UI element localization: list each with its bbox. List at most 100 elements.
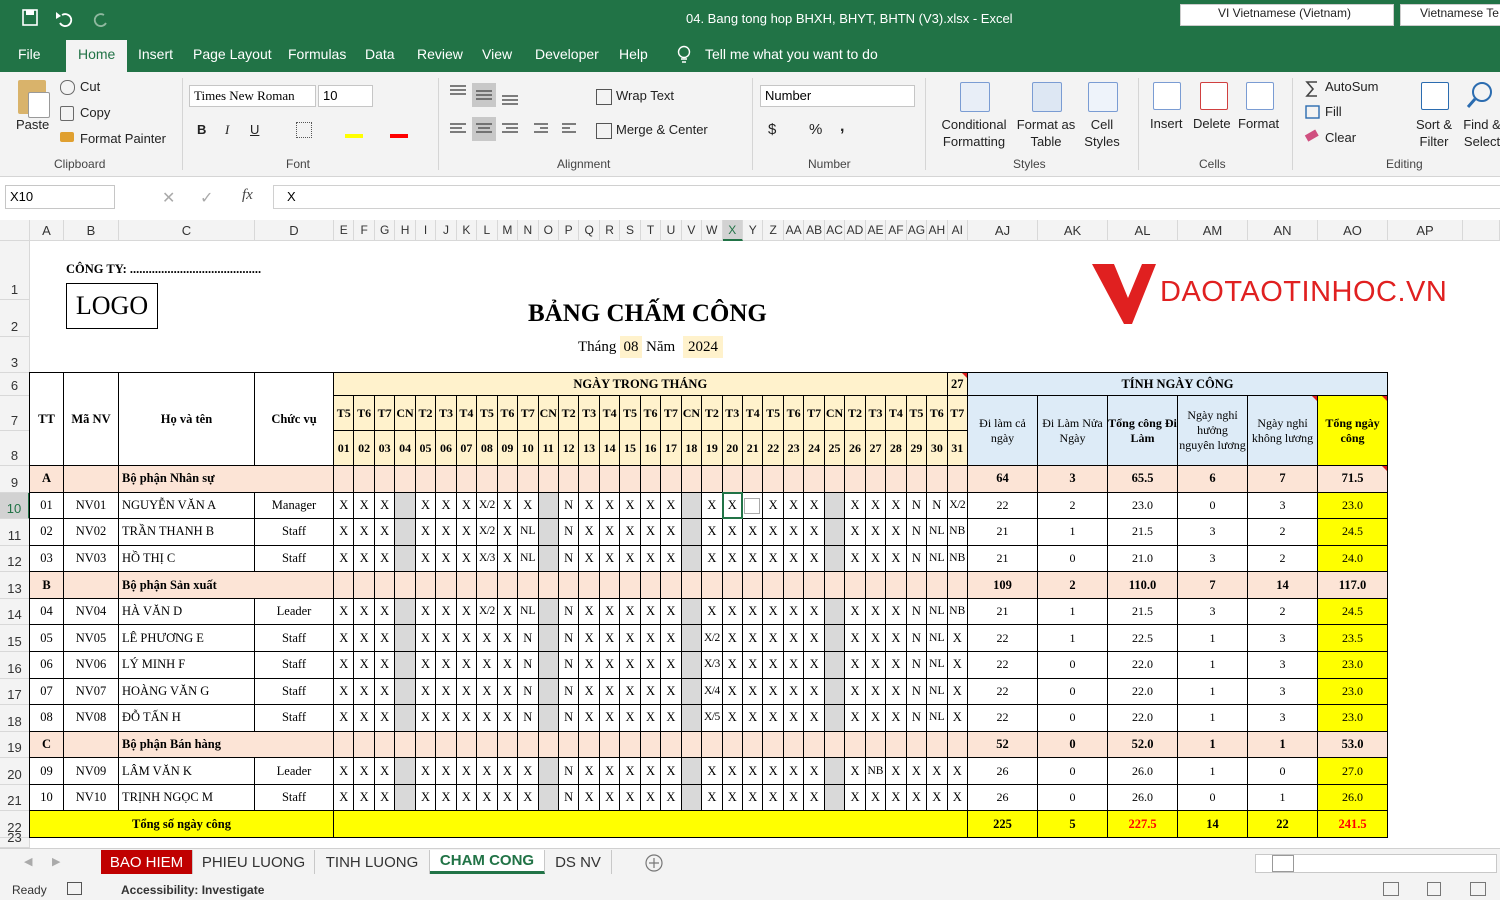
employee-tt[interactable]: 09 — [30, 758, 64, 785]
row-header[interactable]: 18 — [0, 705, 30, 732]
name-box[interactable]: X10 — [5, 185, 115, 209]
attendance[interactable]: X — [354, 784, 375, 812]
employee-total[interactable]: 22 — [968, 492, 1038, 520]
attendance[interactable]: X — [865, 545, 887, 573]
attendance[interactable] — [538, 758, 559, 785]
clear-button[interactable]: Clear — [1325, 130, 1357, 145]
cell[interactable] — [763, 466, 784, 493]
attendance[interactable]: X — [804, 625, 825, 652]
row-header[interactable]: 21 — [0, 784, 30, 812]
cell[interactable] — [374, 572, 396, 599]
attendance[interactable]: X — [354, 492, 375, 520]
cell[interactable] — [334, 731, 355, 759]
attendance[interactable]: X — [374, 545, 396, 573]
column-header[interactable]: AM — [1178, 220, 1248, 241]
cell[interactable] — [579, 731, 600, 759]
attendance[interactable]: X — [415, 705, 437, 732]
attendance[interactable]: X — [661, 758, 682, 785]
employee-total[interactable]: 26.0 — [1108, 784, 1178, 812]
day-number[interactable]: 06 — [436, 431, 457, 466]
attendance[interactable] — [681, 598, 703, 626]
employee-role[interactable]: Staff — [255, 678, 334, 706]
attendance[interactable]: NL — [927, 519, 948, 546]
employee-total[interactable]: 3 — [1248, 678, 1318, 706]
attendance[interactable]: X — [599, 625, 621, 652]
employee-role[interactable]: Leader — [255, 758, 334, 785]
attendance[interactable]: X — [640, 519, 662, 546]
employee-code[interactable]: NV07 — [64, 678, 119, 706]
attendance[interactable]: X — [579, 545, 600, 573]
row-header[interactable]: 9 — [0, 466, 30, 493]
section-name[interactable]: Bộ phận Bán hàng — [119, 731, 334, 759]
attendance[interactable]: N — [906, 519, 928, 546]
employee-total[interactable]: 23.0 — [1318, 678, 1388, 706]
column-header[interactable]: AK — [1038, 220, 1108, 241]
cell[interactable] — [640, 572, 662, 599]
day-number[interactable]: 04 — [395, 431, 416, 466]
attendance[interactable]: X — [354, 519, 375, 546]
day-number[interactable]: 07 — [456, 431, 478, 466]
column-header[interactable]: I — [415, 220, 437, 241]
cell[interactable] — [415, 572, 437, 599]
section-total[interactable]: 2 — [1038, 572, 1108, 599]
cell[interactable] — [865, 572, 887, 599]
attendance[interactable]: X — [947, 678, 968, 706]
employee-total[interactable]: 1 — [1038, 598, 1108, 626]
attendance[interactable]: X — [334, 758, 355, 785]
employee-total[interactable]: 0 — [1248, 758, 1318, 785]
column-header[interactable]: AE — [865, 220, 887, 241]
cell[interactable] — [558, 572, 580, 599]
normal-view-icon[interactable] — [1383, 882, 1399, 896]
attendance[interactable]: X — [845, 784, 866, 812]
day-number[interactable]: 15 — [620, 431, 641, 466]
employee-tt[interactable]: 04 — [30, 598, 64, 626]
attendance[interactable]: X — [415, 519, 437, 546]
employee-total[interactable]: 0 — [1038, 678, 1108, 706]
employee-role[interactable]: Staff — [255, 519, 334, 546]
accessibility-status[interactable]: Accessibility: Investigate — [121, 883, 265, 897]
employee-name[interactable]: HOÀNG VĂN G — [119, 678, 255, 706]
attendance[interactable]: X — [579, 784, 600, 812]
attendance[interactable]: X — [661, 784, 682, 812]
column-header[interactable]: H — [395, 220, 416, 241]
attendance[interactable]: X — [620, 678, 641, 706]
attendance[interactable]: X — [579, 678, 600, 706]
attendance[interactable]: X — [640, 652, 662, 679]
column-header[interactable]: AP — [1388, 220, 1463, 241]
attendance[interactable]: X/3 — [477, 545, 498, 573]
employee-code[interactable]: NV05 — [64, 625, 119, 652]
employee-total[interactable]: 22 — [968, 652, 1038, 679]
attendance[interactable]: N — [558, 492, 580, 520]
attendance[interactable]: X — [702, 519, 723, 546]
section-total[interactable]: 3 — [1038, 466, 1108, 493]
cell[interactable] — [374, 731, 396, 759]
column-header[interactable]: AO — [1318, 220, 1388, 241]
attendance[interactable]: X — [334, 705, 355, 732]
column-header[interactable]: R — [599, 220, 621, 241]
attendance[interactable]: X — [599, 678, 621, 706]
cell[interactable] — [415, 466, 437, 493]
employee-total[interactable]: 21.0 — [1108, 545, 1178, 573]
row-header[interactable]: 6 — [0, 373, 30, 396]
attendance[interactable]: X — [804, 492, 825, 520]
attendance[interactable]: X — [354, 625, 375, 652]
employee-total[interactable]: 23.0 — [1318, 705, 1388, 732]
attendance[interactable]: N — [906, 598, 928, 626]
attendance[interactable]: X — [620, 519, 641, 546]
sheet-tab[interactable]: DS NV — [545, 850, 612, 874]
day-number[interactable]: 19 — [702, 431, 723, 466]
weekday[interactable]: T5 — [477, 396, 498, 431]
row-header[interactable]: 2 — [0, 300, 30, 337]
attendance[interactable]: X — [415, 492, 437, 520]
cell[interactable] — [518, 466, 539, 493]
attendance[interactable]: X — [436, 678, 457, 706]
attendance[interactable]: X — [579, 492, 600, 520]
attendance[interactable]: X — [456, 678, 478, 706]
attendance[interactable]: X — [599, 545, 621, 573]
attendance[interactable]: X — [640, 784, 662, 812]
attendance[interactable]: N — [558, 652, 580, 679]
attendance[interactable]: X — [947, 784, 968, 812]
attendance[interactable] — [681, 652, 703, 679]
page-break-icon[interactable] — [1470, 882, 1486, 896]
attendance[interactable]: X — [374, 678, 396, 706]
